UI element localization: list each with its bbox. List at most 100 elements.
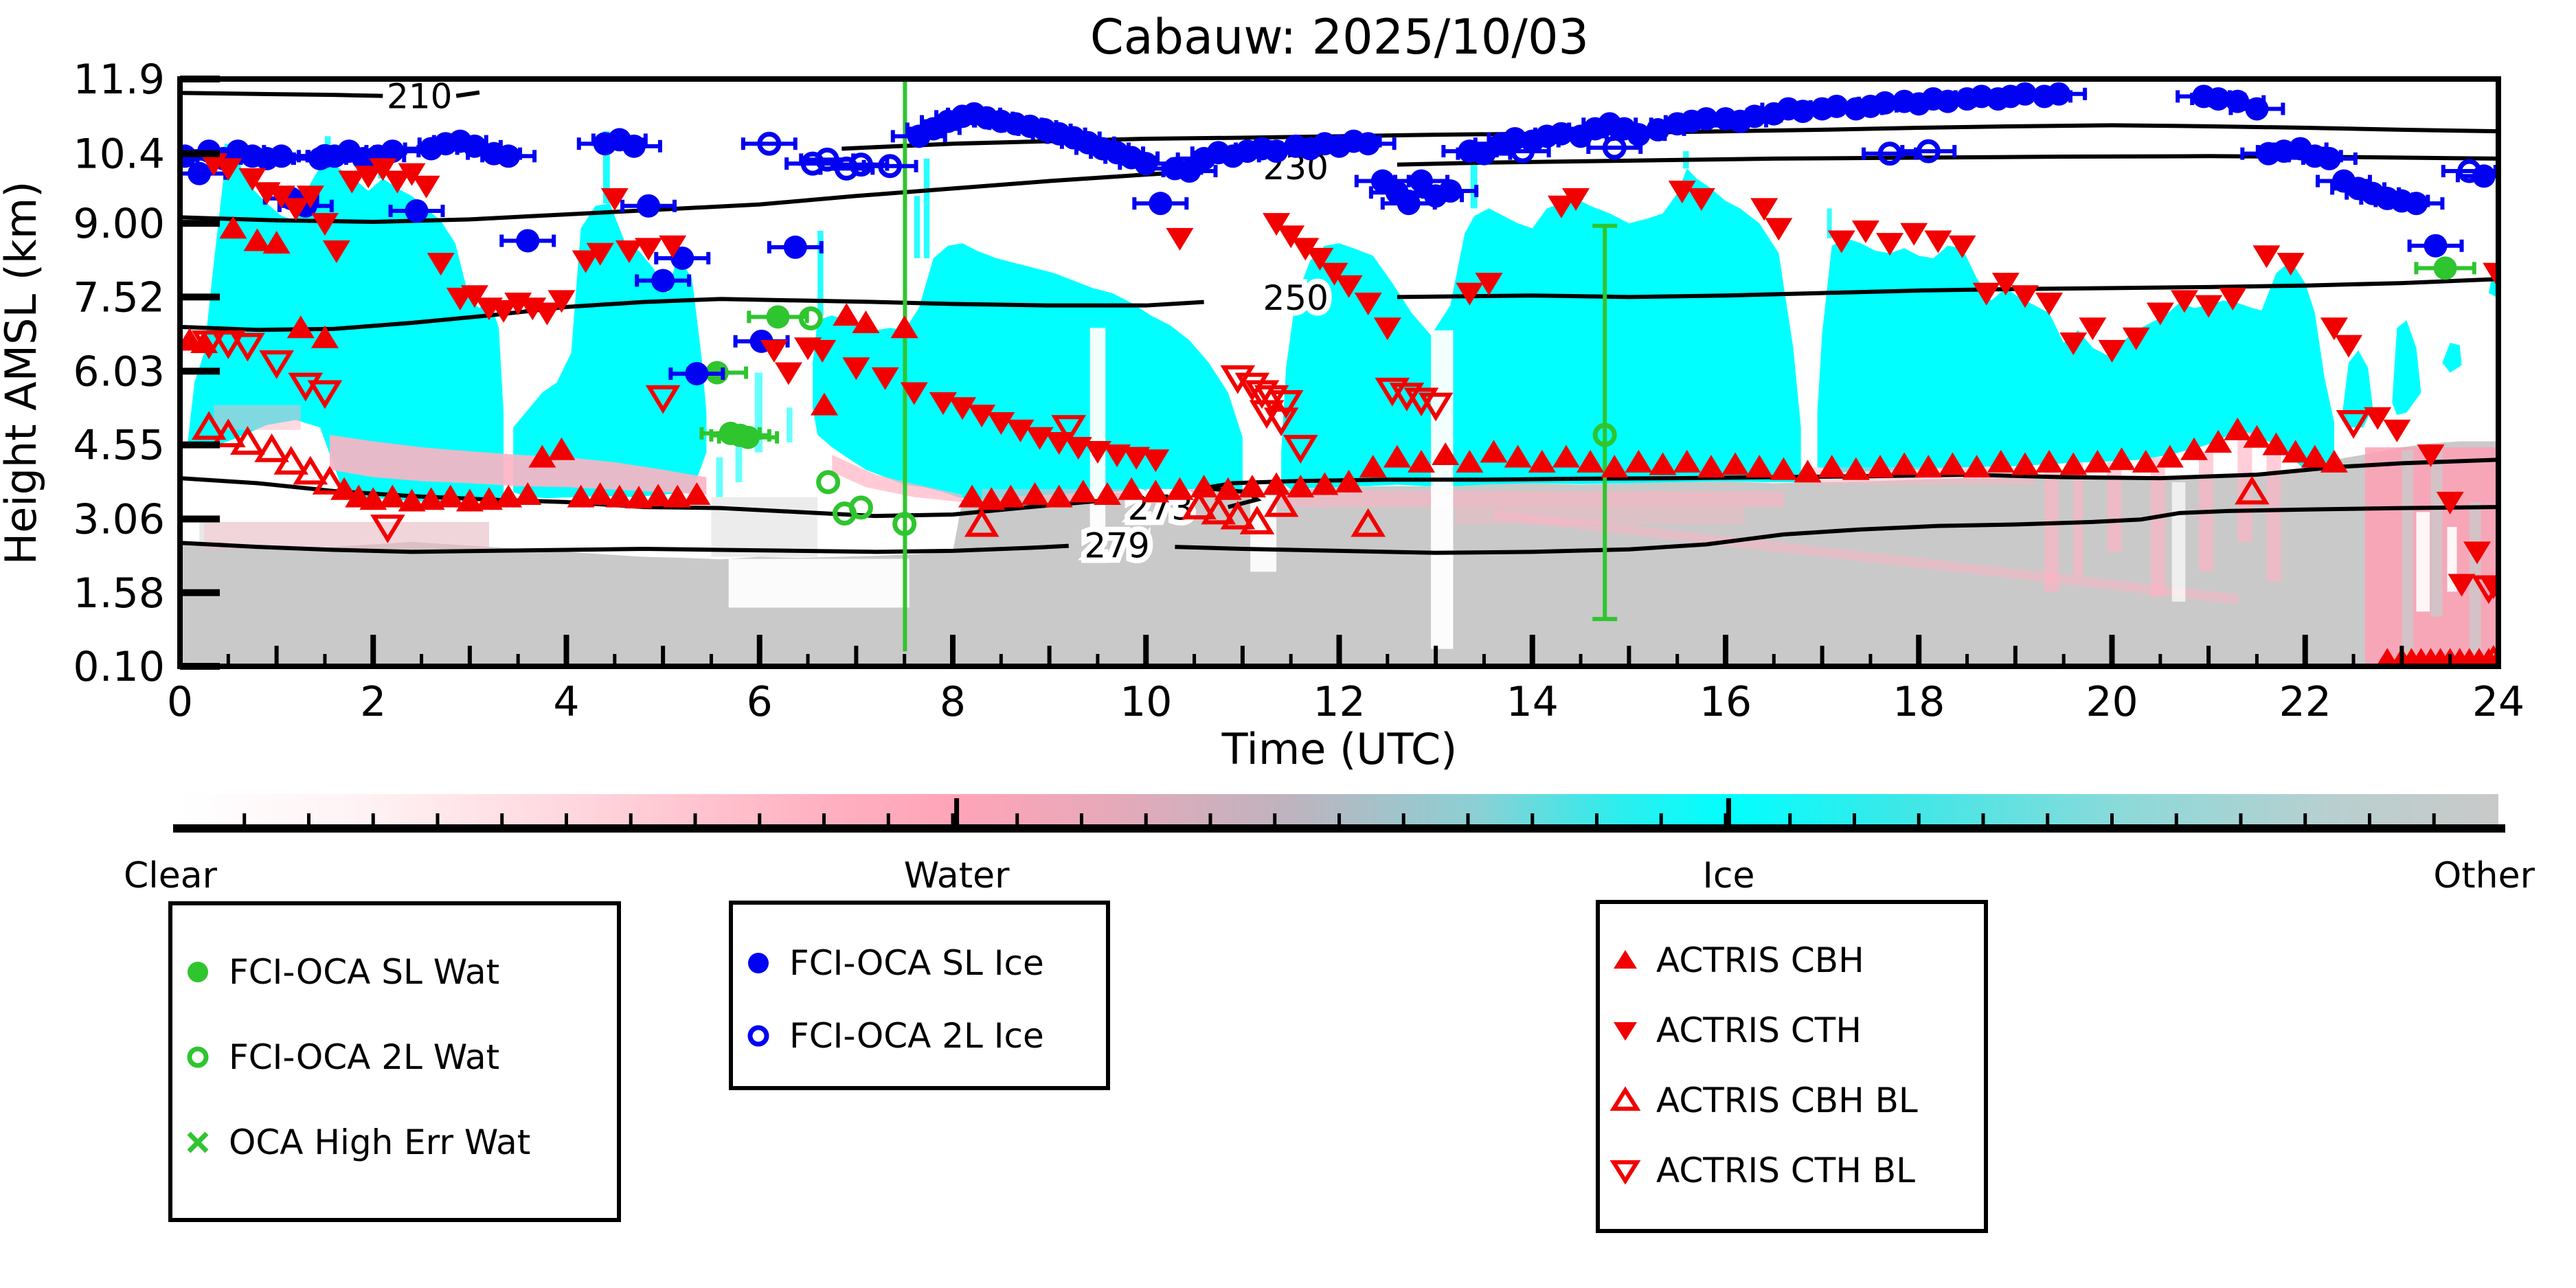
actris-cbh-marker [2487,648,2498,666]
actris-cth-bl-series [191,330,2498,605]
actris-cth-marker [1083,440,1111,464]
y-axis-label: Height AMSL (km) [0,181,46,565]
x-tick-label: 16 [1699,678,1752,726]
actris-cth-marker [460,285,488,308]
fci-oca-sl-ice-legend-label: FCI-OCA SL Ice [789,943,1044,983]
fci-oca-2l-wat-marker [798,306,823,331]
actris-cth-marker [1765,218,1793,241]
actris-cth-marker [2335,335,2363,358]
ice-spike [817,230,824,316]
fci-oca-2l-ice-marker [757,131,782,156]
clear-channel [2416,512,2430,612]
actris-cbh-marker [262,231,291,254]
actris-cbh-marker [1842,457,1870,480]
actris-cbh-marker [586,482,614,506]
actris-cth-marker [427,253,455,276]
actris-cth-marker [2146,302,2174,326]
fci-oca-2l-wat-marker [848,495,873,520]
actris-cbh-marker [810,392,838,416]
fci-oca-sl-ice-marker [516,229,540,253]
fci-oca-sl-ice-legend-marker [748,953,769,973]
ice-spike [923,158,930,258]
water-column [2044,464,2059,592]
actris-cth-marker [2170,290,2198,313]
water-column [2107,462,2122,552]
actris-cth-bl-marker [1249,400,1285,429]
oca-high-err-wat-legend-marker [187,1131,209,1153]
actris-cth-marker [1306,247,1334,271]
actris-cbh-marker [2180,437,2208,460]
x-tick-label: 0 [167,678,193,726]
actris-cbh-bl-marker [254,433,289,462]
actris-cbh-bl-marker [273,446,309,475]
actris-cth-marker [842,357,870,381]
fci-oca-sl-ice-marker [1472,142,1496,166]
fci-oca-sl-wat-legend-label: FCI-OCA SL Wat [229,952,499,992]
contour-line [180,91,383,98]
actris-cbh-marker [190,330,218,354]
fci-oca-sl-ice-marker [2317,146,2341,170]
legend-frame [168,901,621,1222]
actris-cth-marker [547,290,576,313]
fci-oca-2l-ice-marker [313,144,337,168]
actris-cth-marker [949,397,977,420]
water-streak-diagonal [1493,509,2238,605]
fci-oca-2l-wat-marker [1592,422,1617,447]
x-tick-label: 6 [747,678,773,726]
y-tick-label: 7.52 [73,273,165,321]
actris-cth-marker [2417,444,2445,468]
actris-cbh-marker [286,315,315,339]
actris-cbh-marker [1625,449,1653,473]
x-tick-label: 2 [360,678,386,726]
actris-cbh-marker [664,484,692,508]
actris-cbh-marker [1577,449,1605,473]
fci-oca-2l-wat-legend-marker [187,1046,209,1068]
actris-cth-marker [322,240,350,263]
actris-cth-marker [1475,273,1503,296]
actris-cth-marker [412,175,440,199]
actris-cth-marker [2219,287,2247,310]
actris-cbh-marker [1238,475,1266,498]
actris-cth-marker [1827,230,1855,253]
water-column [2237,432,2252,542]
actris-cth-marker [1277,225,1305,249]
legend-frame [1596,900,1988,1233]
fci-oca-sl-wat-legend-marker [188,962,208,982]
actris-cth-bl-marker [307,380,343,409]
actris-cth-marker [2383,419,2411,442]
actris-cth-marker [1263,213,1291,236]
actris-cth-marker [1335,275,1363,298]
ice-speckle [787,407,793,442]
actris-cbh-marker [997,484,1025,508]
actris-cbh-marker [1408,449,1436,473]
actris-cbh-marker [1214,477,1242,500]
fci-oca-sl-ice-marker [2047,82,2071,106]
x-tick-label: 22 [2279,678,2331,726]
actris-cth-marker [2011,285,2039,308]
fci-oca-2l-wat-marker [816,470,841,495]
actris-cbh-marker [547,437,576,460]
actris-cth-marker [296,185,324,209]
oca-high-err-wat-legend-label: OCA High Err Wat [229,1122,530,1162]
actris-cbh-bl-marker [1201,495,1236,525]
actris-cbh-marker [1939,452,1967,475]
actris-cbh-marker [243,228,271,251]
ice-spike [1470,156,1478,209]
actris-cth-marker [383,170,411,194]
actris-cbh-marker [379,484,407,508]
actris-cbh-marker [2156,444,2184,468]
actris-cth-bl-marker [1283,435,1318,464]
actris-cbh-marker [495,484,523,508]
other-gray-main [180,441,2498,666]
actris-cbh-bl-legend-label: ACTRIS CBH BL [1656,1081,1918,1120]
actris-cth-marker [586,242,614,266]
actris-cth-marker [1166,227,1194,251]
actris-cth-marker [2436,491,2464,515]
actris-cbh-marker [1987,449,2015,473]
actris-cbh-marker [890,315,918,339]
actris-cth-marker [2276,253,2305,276]
actris-cbh-marker [1021,482,1049,506]
legend-boxes: FCI-OCA SL Wat FCI-OCA 2L Wat OCA High Err… [168,900,1988,1233]
